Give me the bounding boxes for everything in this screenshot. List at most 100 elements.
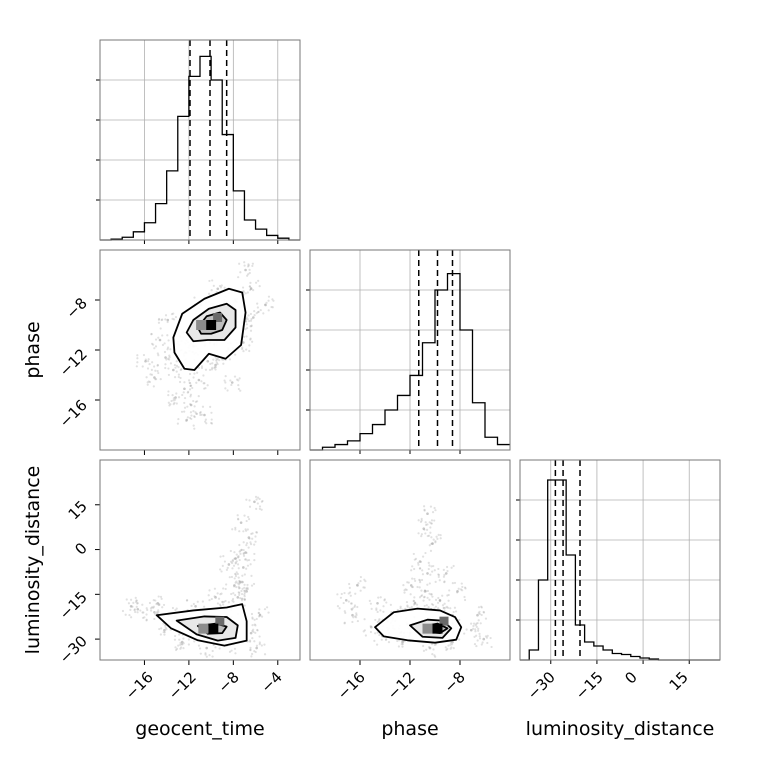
- scatter-point: [243, 261, 246, 264]
- contour-line: [409, 618, 453, 639]
- scatter-point: [243, 593, 246, 596]
- scatter-point: [150, 333, 153, 336]
- scatter-point: [218, 603, 222, 606]
- scatter-point: [434, 598, 438, 601]
- scatter-point: [237, 276, 240, 279]
- histogram-bar: [156, 204, 167, 240]
- scatter-point: [147, 380, 150, 383]
- scatter-point: [451, 582, 454, 585]
- scatter-point: [256, 628, 259, 632]
- scatter-point: [161, 334, 164, 337]
- scatter-point: [248, 499, 251, 502]
- scatter-point: [216, 357, 219, 360]
- scatter-point: [202, 374, 205, 377]
- scatter-point: [475, 634, 478, 637]
- scatter-point: [238, 543, 241, 547]
- scatter-point: [373, 639, 376, 642]
- scatter-point: [251, 537, 254, 540]
- scatter-point: [445, 648, 448, 652]
- scatter-point: [214, 356, 217, 359]
- scatter-point: [181, 643, 184, 646]
- scatter-point: [221, 600, 224, 604]
- scatter-point: [409, 593, 412, 596]
- tick-label-y-row3: 15: [65, 497, 91, 523]
- scatter-point: [256, 302, 259, 305]
- scatter-point: [218, 359, 221, 362]
- scatter-point: [432, 538, 435, 541]
- scatter-point: [224, 599, 227, 603]
- scatter-point: [255, 507, 258, 510]
- scatter-point: [238, 581, 242, 584]
- scatter-point: [351, 613, 354, 617]
- scatter-point: [174, 366, 177, 369]
- scatter-point: [349, 594, 352, 597]
- scatter-point: [232, 592, 235, 595]
- scatter-point: [204, 652, 207, 655]
- scatter-point: [428, 564, 431, 567]
- scatter-point: [433, 519, 436, 522]
- scatter-point: [203, 413, 206, 417]
- scatter-point: [156, 352, 159, 355]
- scatter-point: [159, 633, 162, 636]
- scatter-point: [189, 384, 192, 387]
- scatter-point: [158, 338, 162, 342]
- scatter-point: [423, 509, 426, 512]
- scatter-point: [210, 411, 213, 414]
- scatter-point: [204, 653, 207, 656]
- scatter-point: [477, 619, 480, 622]
- scatter-point: [247, 558, 251, 562]
- scatter-point: [430, 522, 433, 525]
- scatter-point: [399, 605, 402, 608]
- scatter-point: [233, 584, 236, 587]
- scatter-point: [378, 618, 381, 621]
- scatter-point: [225, 568, 229, 571]
- scatter-point: [189, 384, 192, 388]
- scatter-point: [228, 576, 231, 579]
- scatter-point: [382, 605, 385, 608]
- scatter-point: [226, 389, 229, 392]
- scatter-point: [453, 581, 457, 585]
- scatter-point: [248, 268, 251, 271]
- scatter-point: [249, 288, 252, 292]
- scatter-point: [430, 565, 433, 568]
- scatter-point: [482, 637, 486, 641]
- scatter-point: [152, 385, 155, 388]
- scatter-point: [363, 618, 366, 621]
- scatter-point: [359, 579, 362, 583]
- scatter-point: [239, 552, 242, 555]
- scatter-point: [443, 580, 446, 583]
- scatter-point: [258, 285, 261, 288]
- scatter-point: [420, 517, 423, 520]
- scatter-point: [186, 405, 189, 408]
- scatter-point: [204, 420, 207, 423]
- scatter-point: [175, 607, 178, 610]
- scatter-point: [243, 591, 246, 594]
- scatter-point: [164, 318, 167, 321]
- scatter-point: [163, 350, 167, 354]
- scatter-point: [376, 631, 379, 634]
- scatter-point: [456, 591, 459, 594]
- xlabel-phase: phase: [381, 718, 438, 740]
- scatter-point: [151, 343, 155, 346]
- scatter-point: [350, 608, 354, 611]
- scatter-point: [420, 594, 424, 597]
- scatter-point: [129, 598, 133, 601]
- scatter-point: [431, 603, 435, 607]
- scatter-point: [206, 384, 209, 387]
- scatter-point: [129, 604, 133, 608]
- scatter-point: [205, 646, 208, 650]
- scatter-point: [356, 605, 359, 609]
- scatter-point: [418, 578, 421, 582]
- scatter-point: [180, 410, 184, 413]
- scatter-point: [141, 365, 144, 368]
- scatter-point: [437, 573, 441, 577]
- scatter-point: [233, 557, 236, 560]
- histogram-bar: [460, 330, 473, 450]
- scatter-point: [243, 604, 246, 607]
- scatter-point: [167, 390, 170, 393]
- scatter-point: [403, 589, 406, 592]
- scatter-point: [339, 596, 343, 599]
- scatter-point: [377, 596, 380, 599]
- scatter-point: [418, 579, 422, 582]
- scatter-point: [363, 578, 366, 581]
